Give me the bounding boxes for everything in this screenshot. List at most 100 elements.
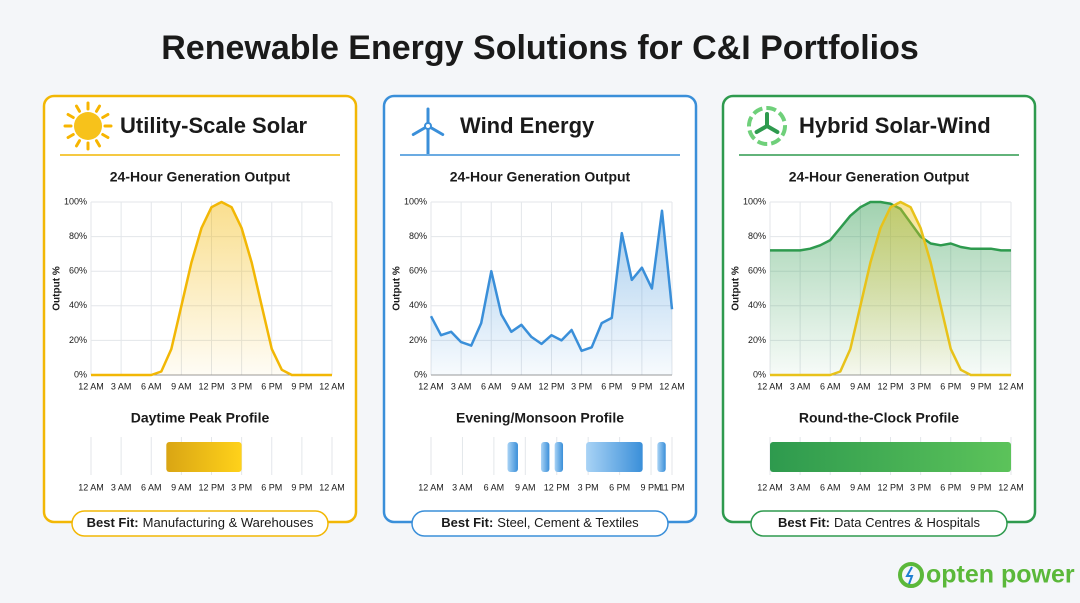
- profile-range: [541, 442, 550, 472]
- page-title: Renewable Energy Solutions for C&I Portf…: [161, 29, 919, 67]
- icon-ray: [101, 113, 110, 119]
- icon-sun: [74, 112, 102, 140]
- x-tick-label: 9 PM: [291, 482, 312, 492]
- x-tick-label: 3 AM: [111, 482, 132, 492]
- x-tick-label: 12 PM: [877, 482, 903, 492]
- y-tick-label: 20%: [748, 335, 766, 345]
- x-tick-label: 3 AM: [790, 381, 811, 391]
- line: [429, 209, 674, 353]
- area: [431, 210, 672, 375]
- y-tick-label: 40%: [69, 300, 87, 310]
- y-axis-label: Output %: [392, 266, 403, 311]
- x-tick-label: 3 AM: [790, 482, 811, 492]
- x-tick-label: 6 AM: [481, 381, 502, 391]
- y-tick-label: 0%: [74, 369, 87, 379]
- x-tick-label: 12 PM: [198, 482, 224, 492]
- x-tick-label: 9 AM: [171, 381, 192, 391]
- best-fit-pill: [71, 510, 329, 537]
- icon-ray: [95, 104, 101, 113]
- best-fit-text: Manufacturing & Warehouses: [143, 515, 314, 530]
- x-tick-label: 12 AM: [998, 482, 1024, 492]
- x-tick-label: 6 PM: [940, 381, 961, 391]
- x-tick-label: 3 PM: [910, 482, 931, 492]
- chart-title: 24-Hour Generation Output: [450, 169, 631, 185]
- profile-range: [507, 442, 518, 472]
- x-tick-label: 9 AM: [171, 482, 192, 492]
- icon-ray: [95, 139, 101, 148]
- x-tick-label: 3 AM: [451, 381, 472, 391]
- best-fit-label: Best Fit:: [441, 515, 493, 530]
- x-tick-label: 3 AM: [452, 482, 473, 492]
- logo-bolt: [905, 566, 914, 585]
- x-tick-label: 9 PM: [291, 381, 312, 391]
- x-tick-label: 12 PM: [877, 381, 903, 391]
- y-tick-label: 80%: [69, 231, 87, 241]
- best-fit-text: Data Centres & Hospitals: [834, 515, 980, 530]
- x-tick-label: 11 PM: [659, 482, 684, 492]
- line: [770, 200, 1011, 377]
- y-tick-label: 60%: [69, 266, 87, 276]
- panel-title: Hybrid Solar-Wind: [799, 113, 991, 138]
- x-tick-label: 12 AM: [78, 482, 104, 492]
- y-axis-label: Output %: [731, 266, 742, 311]
- profile-title: Daytime Peak Profile: [131, 410, 270, 426]
- x-tick-label: 9 PM: [970, 381, 991, 391]
- icon-ray: [75, 104, 81, 113]
- icon-ring: [747, 106, 787, 146]
- x-tick-label: 6 PM: [261, 381, 282, 391]
- x-tick-label: 3 PM: [910, 381, 931, 391]
- icon-ray: [75, 139, 81, 148]
- y-tick-label: 40%: [409, 300, 427, 310]
- icon-hub: [424, 122, 432, 130]
- x-tick-label: 3 AM: [111, 381, 132, 391]
- x-tick-label: 12 AM: [78, 381, 104, 391]
- best-fit: Best Fit: Manufacturing & Warehouses: [87, 515, 314, 530]
- x-tick-label: 12 AM: [319, 482, 345, 492]
- x-tick-label: 6 AM: [484, 482, 505, 492]
- x-tick-label: 3 PM: [571, 381, 592, 391]
- profile-title: Round-the-Clock Profile: [799, 410, 959, 426]
- x-tick-label: 6 PM: [940, 482, 961, 492]
- profile-title: Evening/Monsoon Profile: [456, 410, 624, 426]
- logo-ring: [898, 562, 924, 588]
- panel-title: Utility-Scale Solar: [120, 113, 308, 138]
- x-tick-label: 12 AM: [757, 381, 783, 391]
- y-tick-label: 100%: [64, 196, 87, 206]
- x-tick-label: 6 AM: [820, 381, 841, 391]
- profile-range: [586, 442, 643, 472]
- y-axis-label: Output %: [52, 266, 63, 311]
- x-tick-label: 9 AM: [850, 482, 871, 492]
- best-fit-label: Best Fit:: [778, 515, 830, 530]
- x-tick-label: 6 AM: [820, 482, 841, 492]
- x-tick-label: 12 PM: [544, 482, 570, 492]
- x-tick-label: 12 PM: [538, 381, 564, 391]
- x-tick-label: 9 AM: [515, 482, 536, 492]
- x-tick-label: 3 PM: [231, 381, 252, 391]
- best-fit-pill: [750, 510, 1008, 537]
- line: [91, 200, 332, 377]
- profile-range: [166, 442, 242, 472]
- x-tick-label: 12 AM: [319, 381, 345, 391]
- x-tick-label: 9 AM: [511, 381, 532, 391]
- y-tick-label: 20%: [409, 335, 427, 345]
- logo: opten power: [898, 561, 1075, 589]
- x-tick-label: 6 PM: [261, 482, 282, 492]
- panel-title: Wind Energy: [460, 113, 595, 138]
- x-tick-label: 12 AM: [418, 381, 444, 391]
- x-tick-label: 12 PM: [198, 381, 224, 391]
- line: [770, 200, 1011, 252]
- x-tick-label: 12 AM: [757, 482, 783, 492]
- x-tick-label: 3 PM: [578, 482, 599, 492]
- best-fit: Best Fit: Steel, Cement & Textiles: [441, 515, 639, 530]
- area: [770, 202, 1011, 375]
- logo-text: opten power: [926, 561, 1075, 589]
- profile-range: [770, 442, 1011, 472]
- best-fit-label: Best Fit:: [87, 515, 139, 530]
- profile-range: [657, 442, 666, 472]
- icon-blade: [754, 124, 769, 134]
- x-tick-label: 12 AM: [418, 482, 444, 492]
- y-tick-label: 0%: [753, 369, 766, 379]
- x-tick-label: 6 AM: [141, 482, 162, 492]
- y-tick-label: 80%: [748, 231, 766, 241]
- x-tick-label: 6 AM: [141, 381, 162, 391]
